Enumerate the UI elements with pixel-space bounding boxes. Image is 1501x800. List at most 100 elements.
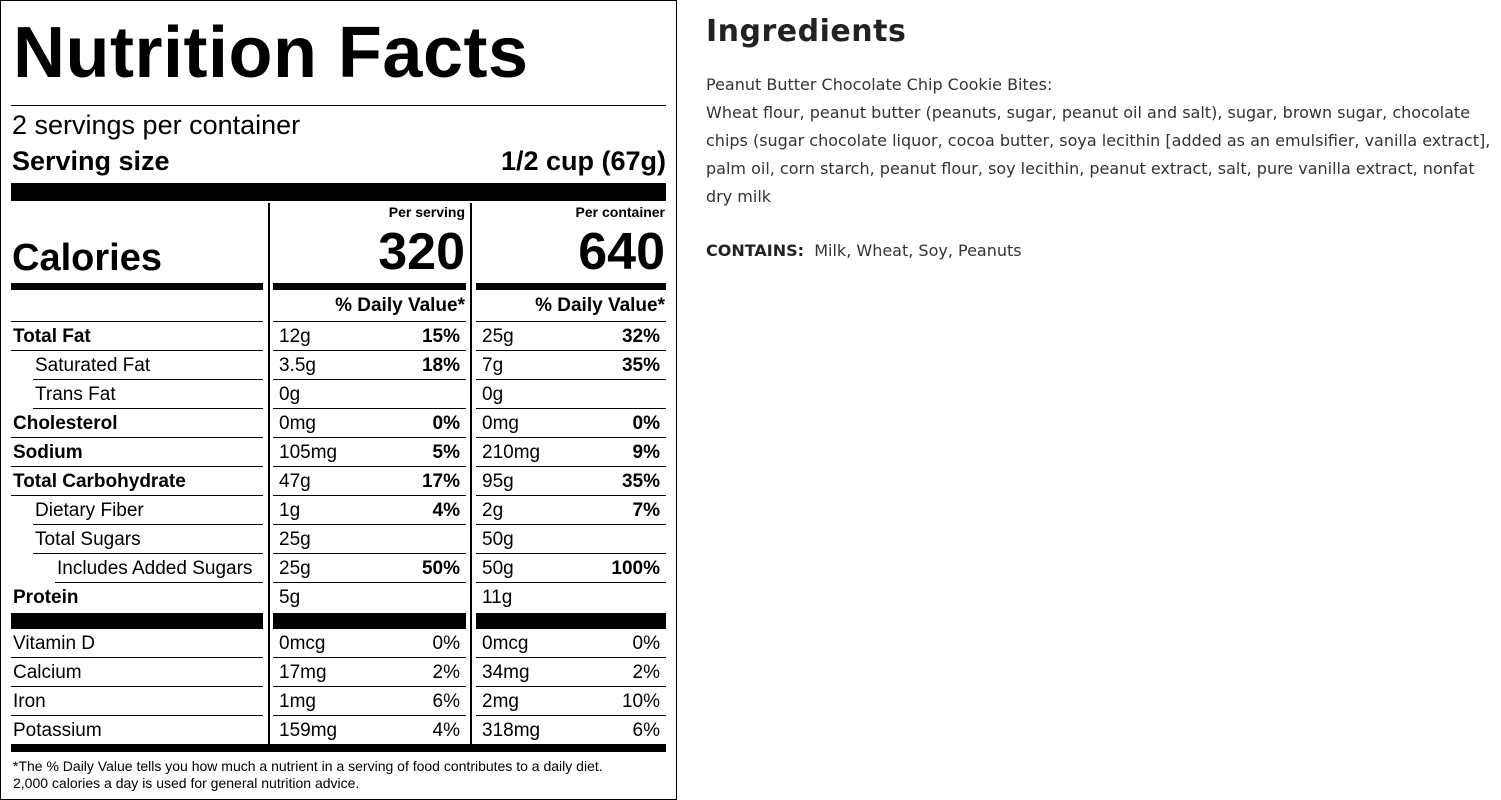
ingredients-title: Ingredients: [706, 14, 907, 49]
amount: 0g: [482, 384, 504, 405]
daily-value: 35%: [621, 355, 660, 376]
daily-value: 10%: [621, 691, 660, 712]
amount: 50g: [482, 558, 514, 579]
nutrient-name: Vitamin D: [13, 633, 96, 654]
nutrient-name: Dietary Fiber: [35, 500, 144, 521]
daily-value: 15%: [421, 326, 460, 347]
rule: [273, 582, 466, 583]
amount: 3.5g: [279, 355, 316, 376]
daily-value: 6%: [632, 720, 660, 741]
rule: [273, 466, 466, 467]
bar: [273, 283, 466, 290]
rule: [476, 582, 666, 583]
amount: 0mcg: [279, 633, 326, 654]
daily-value: 17%: [421, 471, 460, 492]
nutrition-label: Nutrition Facts 2 servings per container S…: [0, 0, 677, 800]
rule: [11, 495, 263, 496]
amount: 2mg: [482, 691, 519, 712]
rule: [11, 466, 263, 467]
rule: [273, 553, 466, 554]
rule: [273, 321, 466, 322]
contains-label: CONTAINS:: [706, 241, 805, 260]
nutrient-name: Saturated Fat: [35, 355, 151, 376]
nutrient-name: Potassium: [13, 720, 102, 741]
rule: [273, 379, 466, 380]
rule: [273, 350, 466, 351]
title: Nutrition Facts: [13, 13, 529, 93]
daily-value: 18%: [421, 355, 460, 376]
amount: 7g: [482, 355, 504, 376]
bar: [476, 283, 666, 290]
contains-line: CONTAINS: Milk, Wheat, Soy, Peanuts: [706, 237, 1491, 265]
rule: [273, 495, 466, 496]
rule: [476, 437, 666, 438]
rule: [273, 408, 466, 409]
rule: [33, 408, 263, 409]
bar: [11, 744, 666, 752]
amount: 1g: [279, 500, 301, 521]
daily-value: 0%: [632, 413, 660, 434]
amount: 0g: [279, 384, 301, 405]
nutrient-name: Cholesterol: [13, 413, 118, 434]
product-name: Peanut Butter Chocolate Chip Cookie Bite…: [706, 75, 1053, 94]
daily-value: 0%: [432, 633, 460, 654]
daily-value: 9%: [632, 442, 660, 463]
amount: 1mg: [279, 691, 316, 712]
rule: [273, 437, 466, 438]
daily-value: 2%: [632, 662, 660, 683]
calories-label: Calories: [12, 237, 162, 279]
serving-size-label: Serving size: [12, 146, 170, 176]
daily-value: 6%: [432, 691, 460, 712]
daily-value: 0%: [632, 633, 660, 654]
rule: [11, 686, 263, 687]
amount: 210mg: [482, 442, 541, 463]
rule: [33, 379, 263, 380]
rule: [11, 321, 263, 322]
calories-value: 320: [378, 223, 465, 281]
bar: [11, 183, 666, 201]
rule: [476, 379, 666, 380]
rule: [33, 524, 263, 525]
amount: 25g: [279, 558, 311, 579]
rule: [273, 686, 466, 687]
amount: 47g: [279, 471, 311, 492]
bar: [11, 283, 263, 290]
rule: [33, 553, 263, 554]
amount: 0mg: [279, 413, 316, 434]
bar: [273, 613, 466, 629]
rule: [476, 466, 666, 467]
rule: [476, 350, 666, 351]
dv-heading: % Daily Value*: [535, 295, 665, 316]
daily-value: 0%: [432, 413, 460, 434]
daily-value: 50%: [421, 558, 460, 579]
rule: [476, 408, 666, 409]
daily-value: 2%: [432, 662, 460, 683]
rule: [11, 350, 263, 351]
nutrient-name: Includes Added Sugars: [57, 558, 253, 579]
bar: [476, 613, 666, 629]
column-divider: [470, 203, 472, 744]
amount: 11g: [482, 587, 513, 608]
rule: [55, 582, 263, 583]
daily-value: 35%: [621, 471, 660, 492]
amount: 50g: [482, 529, 514, 550]
rule: [11, 657, 263, 658]
nutrient-name: Total Sugars: [35, 529, 141, 550]
amount: 105mg: [279, 442, 338, 463]
daily-value: 32%: [621, 326, 660, 347]
servings: 2 servings per container: [12, 110, 301, 140]
daily-value: 4%: [432, 720, 460, 741]
amount: 12g: [279, 326, 311, 347]
nutrient-name: Sodium: [13, 442, 83, 463]
rule: [476, 495, 666, 496]
nutrient-name: Calcium: [13, 662, 82, 683]
rule: [11, 715, 263, 716]
amount: 17mg: [279, 662, 327, 683]
rule: [476, 715, 666, 716]
calories-value: 640: [578, 223, 665, 281]
nutrient-name: Protein: [13, 587, 79, 608]
footnote: 2,000 calories a day is used for general…: [13, 775, 360, 791]
rule: [476, 553, 666, 554]
footnote: *The % Daily Value tells you how much a …: [13, 758, 603, 774]
nutrient-name: Total Fat: [13, 326, 91, 347]
